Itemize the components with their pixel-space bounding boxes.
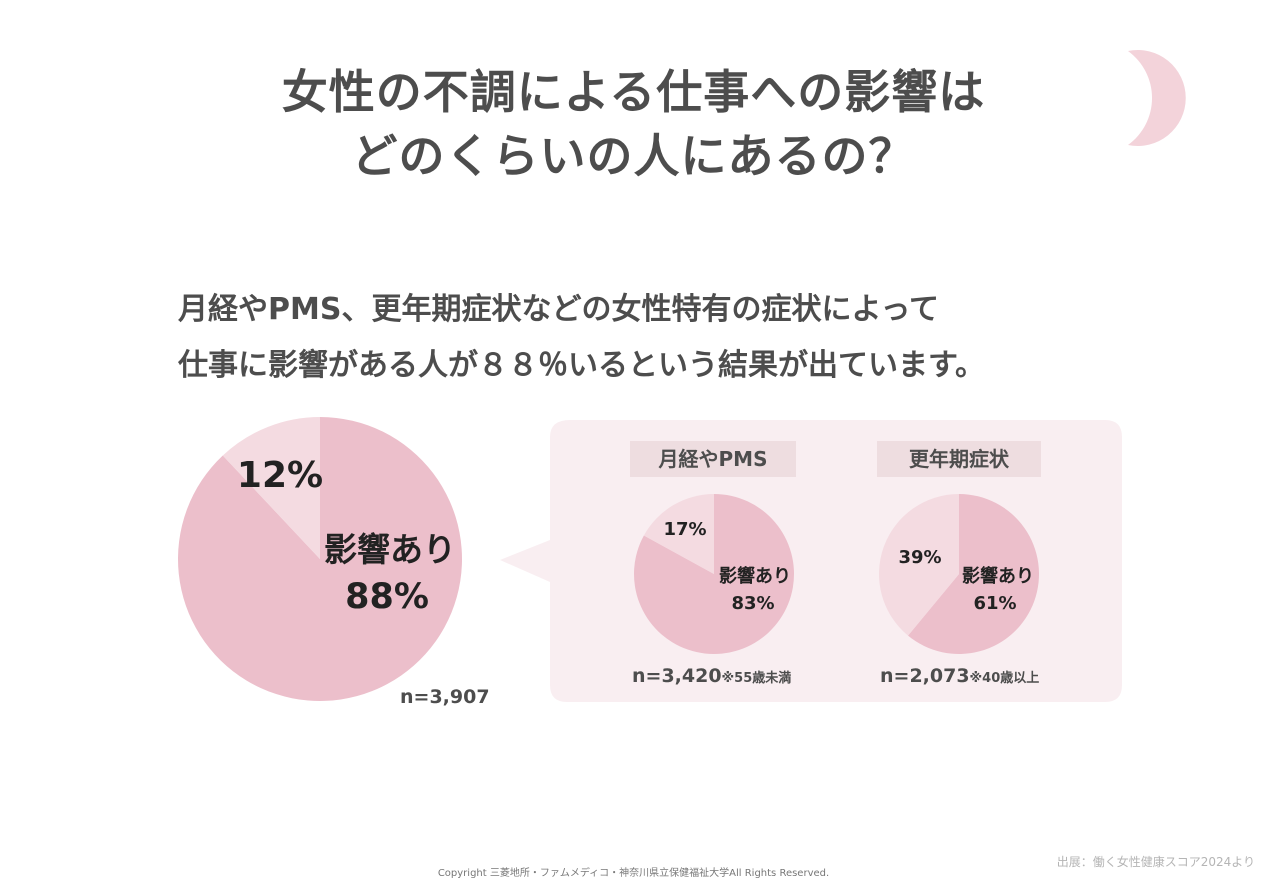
lead-line-1: 月経やPMS、更年期症状などの女性特有の症状によって [178,292,940,327]
menopause-pie-chart: 39% 影響あり 61% [879,494,1040,654]
page-title: 女性の不調による仕事への影響は どのくらいの人にあるの？ [0,60,1267,188]
overall-pie-chart: 12% 影響あり 88% [177,417,462,701]
slice-label-affected: 影響あり [962,565,1034,587]
overall-sample-size: n=3,907 [400,686,490,708]
menopause-sample-size: n=2,073※40歳以上 [880,665,1039,687]
pie-slice-not-affected [643,494,714,574]
slice-label-affected: 影響あり [324,530,456,569]
slice-label-affected-pct: 83% [731,593,774,614]
sub-chart-title-pms: 月経やPMS [630,441,796,477]
pie-slice-not-affected [222,417,320,559]
title-line-2: どのくらいの人にあるの？ [351,129,916,183]
slice-label-affected-pct: 61% [973,593,1016,614]
lead-text: 月経やPMS、更年期症状などの女性特有の症状によって 仕事に影響がある人が８８％… [178,282,1178,394]
pms-pie-chart: 17% 影響あり 83% [634,494,795,654]
sub-chart-title-menopause: 更年期症状 [877,441,1041,477]
pms-n: n=3,420 [632,665,722,687]
pie-slice-not-affected [879,494,959,636]
slice-label-affected: 影響あり [719,565,791,587]
copyright: Copyright 三菱地所・ファムメディコ・神奈川県立保健福祉大学All Ri… [437,868,830,879]
pms-sample-size: n=3,420※55歳未満 [632,665,791,687]
crescent-moon-icon [1128,50,1186,147]
pie-slice-affected [634,494,795,654]
slice-label-not-affected-pct: 12% [237,455,323,496]
menopause-note: ※40歳以上 [969,671,1040,686]
source-note: 出展：働く女性健康スコア2024より [1056,855,1255,869]
pie-slice-affected [177,417,462,701]
pie-slice-affected [908,494,1040,654]
slice-label-not-affected-pct: 17% [663,519,706,540]
title-line-1: 女性の不調による仕事への影響は [281,65,986,119]
pms-note: ※55歳未満 [721,671,792,686]
lead-line-2: 仕事に影響がある人が８８％いるという結果が出ています。 [178,348,985,383]
slice-label-affected-pct: 88% [345,577,429,617]
menopause-n: n=2,073 [880,665,970,687]
slice-label-not-affected-pct: 39% [898,547,941,568]
